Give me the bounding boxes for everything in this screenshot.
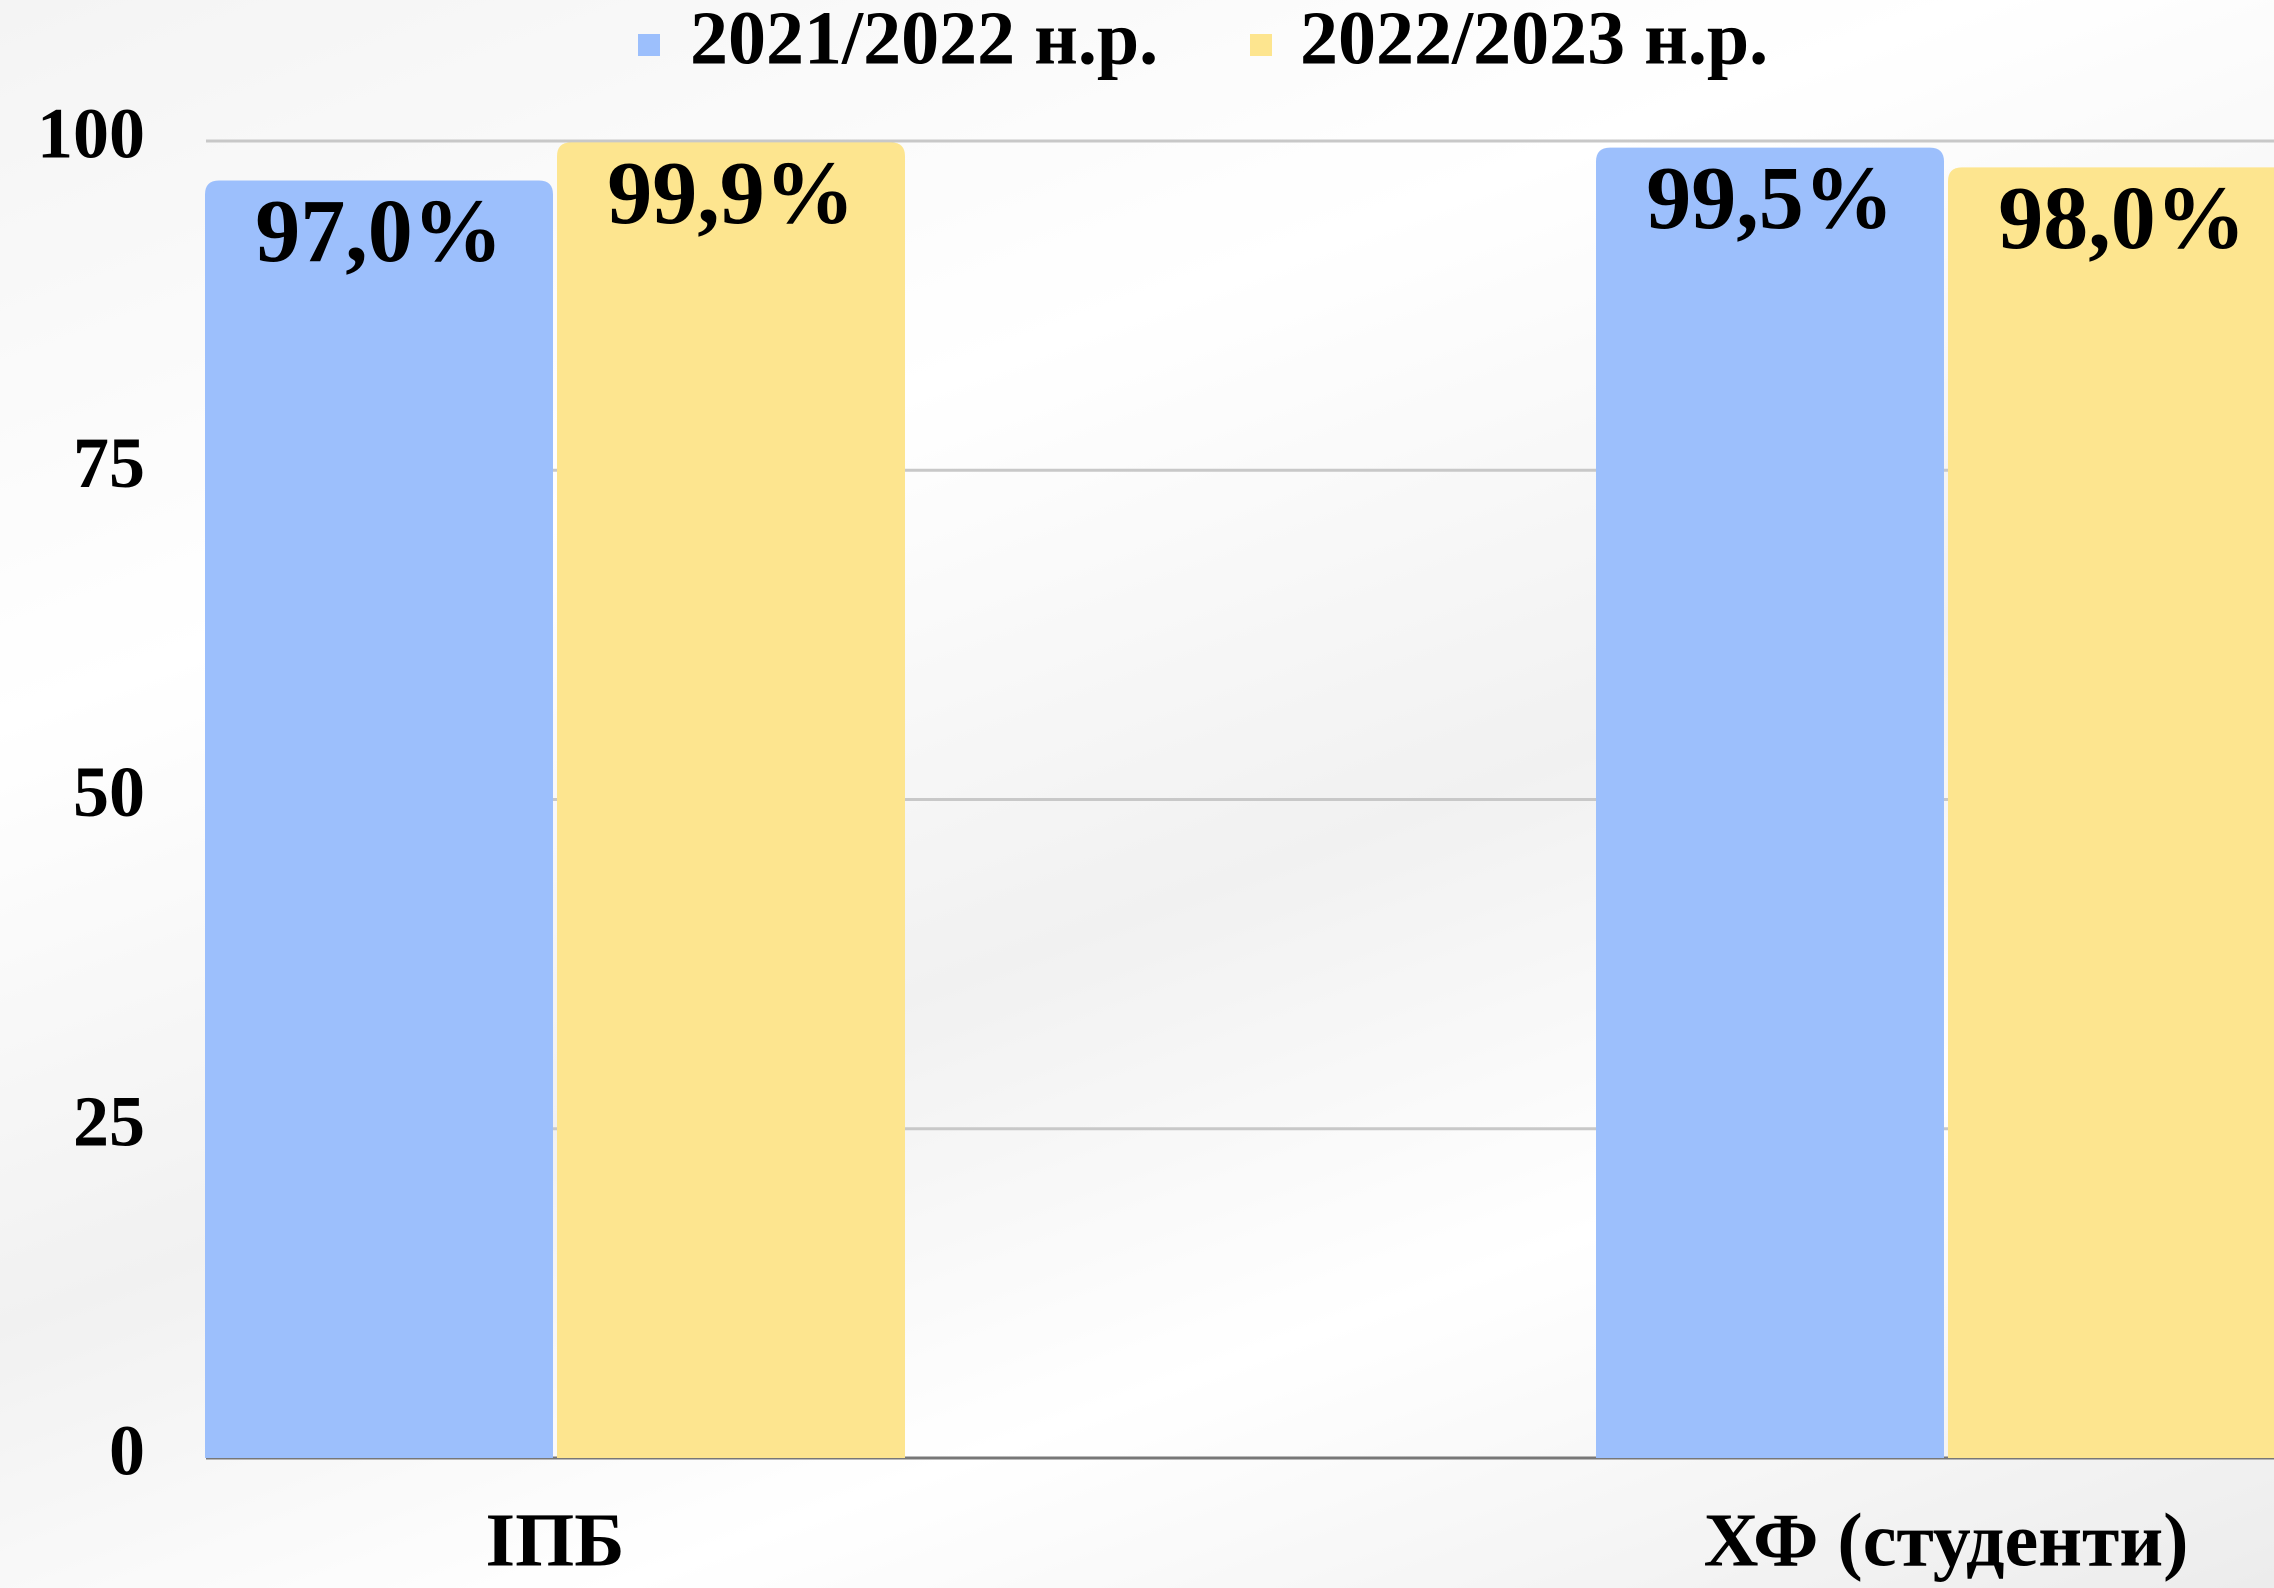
y-tick-label: 50	[73, 752, 145, 832]
y-tick-label: 0	[109, 1411, 145, 1491]
data-label: 99,9%	[607, 144, 855, 243]
legend-swatch	[1250, 34, 1272, 56]
bar	[205, 180, 553, 1458]
y-tick-label: 25	[73, 1081, 145, 1161]
x-tick-label: ХФ (студенти)	[1704, 1498, 2189, 1582]
data-label: 99,5%	[1646, 149, 1894, 248]
bar	[557, 142, 905, 1458]
legend-label: 2022/2023 н.р.	[1300, 0, 1768, 80]
data-label: 97,0%	[255, 182, 503, 281]
legend-label: 2021/2022 н.р.	[690, 0, 1158, 80]
legend-swatch	[638, 34, 660, 56]
bar	[1596, 147, 1944, 1459]
bar	[1948, 167, 2274, 1458]
x-tick-label: ІПБ	[486, 1498, 625, 1582]
y-tick-label: 75	[73, 423, 145, 503]
y-tick-label: 100	[37, 94, 145, 174]
data-label: 98,0%	[1998, 169, 2246, 268]
